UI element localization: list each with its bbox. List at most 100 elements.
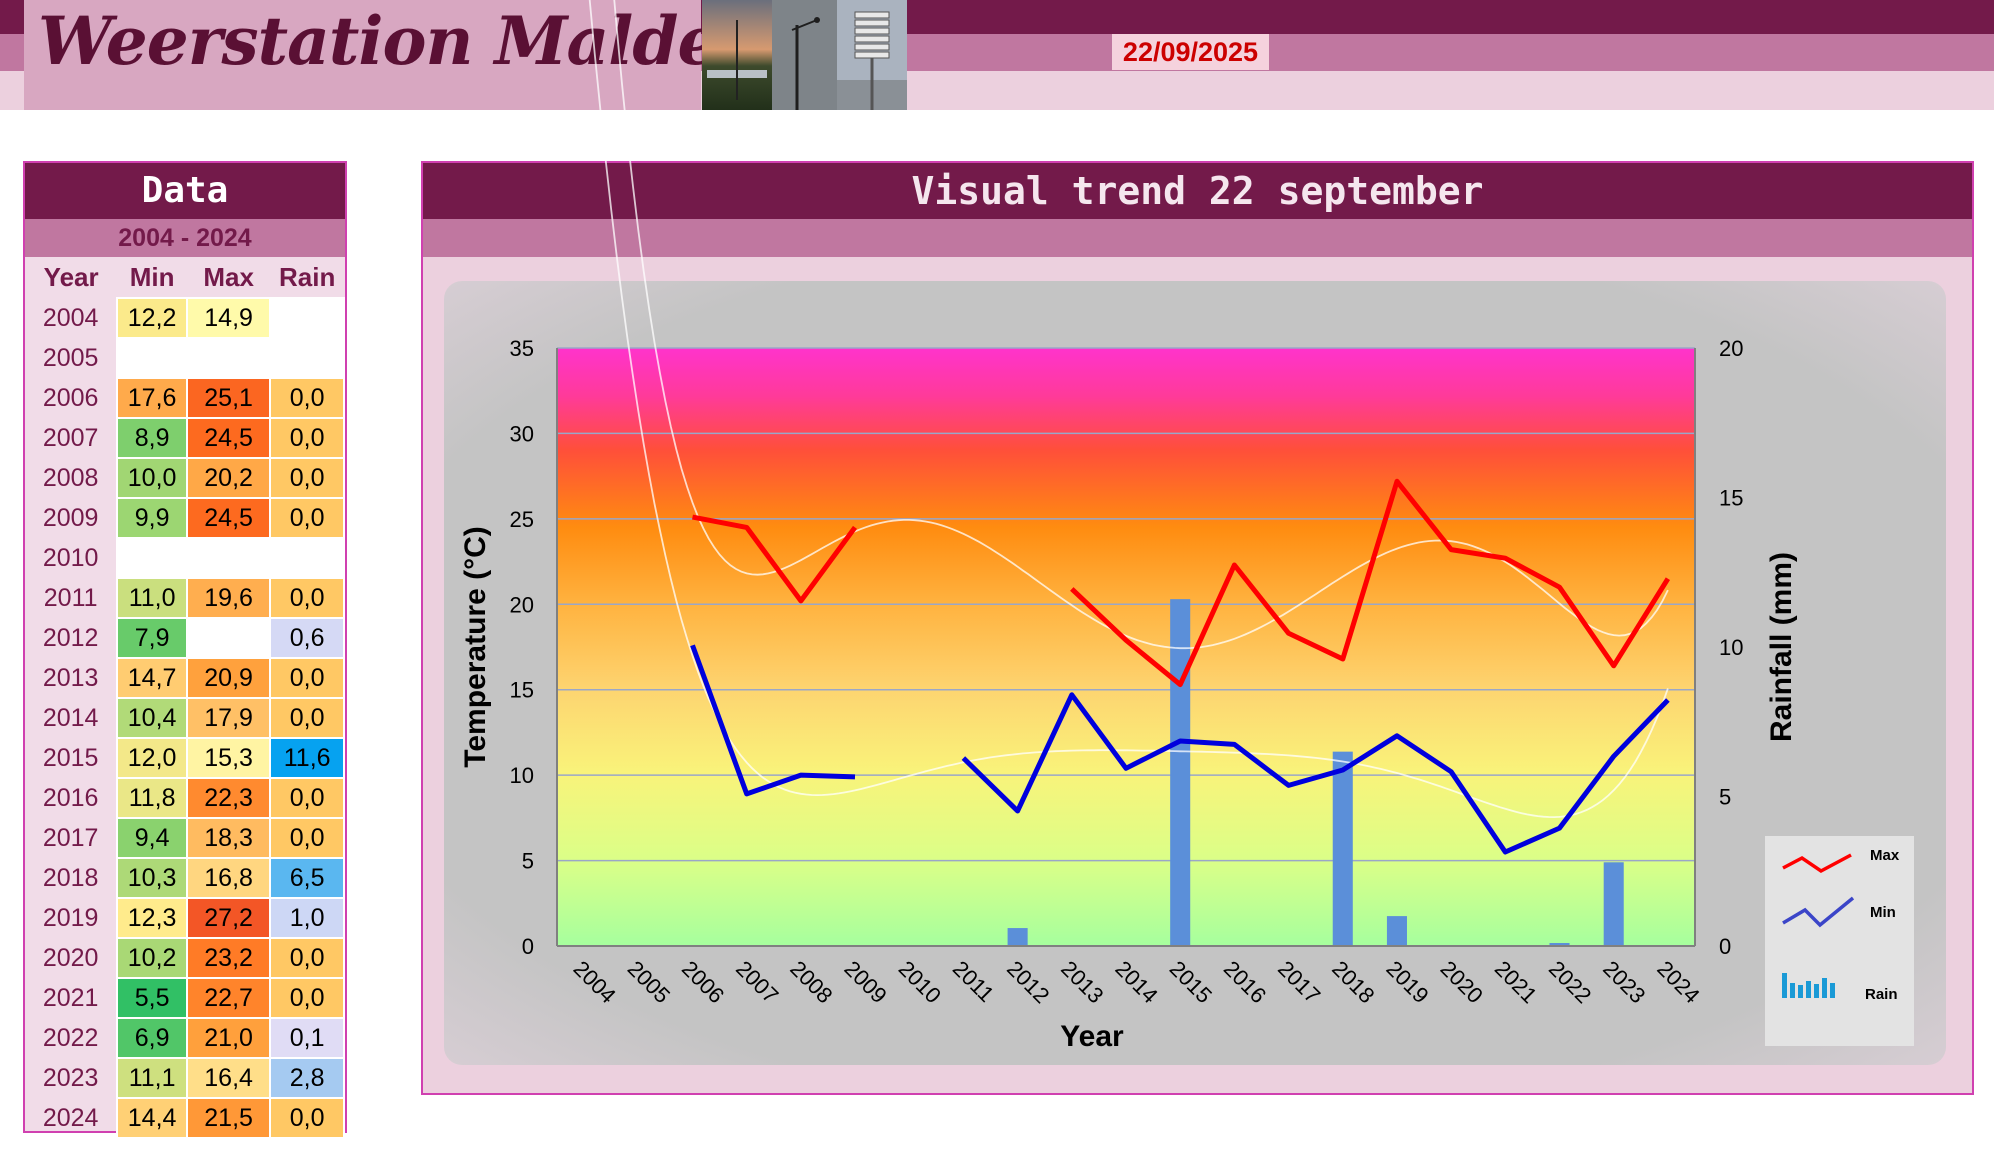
x-axis-title: Year — [1060, 1020, 1124, 1053]
table-cell-min: 9,9 — [116, 497, 188, 539]
column-header-min: Min — [129, 261, 175, 292]
column-header-year: Year — [43, 262, 99, 292]
table-row: 2012 7,9 0,6 — [25, 617, 345, 659]
table-cell-year: 2007 — [42, 423, 99, 452]
column-header-max: Max — [203, 261, 254, 292]
data-table-title: Data — [25, 163, 345, 219]
data-table-panel: Data 2004 - 2024 Year Min Max Rain 2004 1… — [23, 161, 347, 1139]
min-trendline — [588, 0, 1669, 819]
y-tick-label: 15 — [510, 678, 534, 703]
legend-rain-icon — [1822, 978, 1827, 998]
table-cell-min: 12,0 — [116, 737, 188, 779]
legend-min-icon — [1782, 896, 1855, 928]
y-tick-label: 0 — [522, 934, 534, 959]
table-cell-rain — [269, 297, 345, 339]
table-cell-min: 10,0 — [116, 457, 188, 499]
y-axis-title: Temperature (°C) — [459, 526, 492, 767]
y2-tick-label: 15 — [1719, 486, 1743, 511]
table-cell-min: 12,3 — [116, 897, 188, 939]
table-cell-max: 23,2 — [185, 937, 272, 979]
legend-rain-icon — [1782, 973, 1787, 998]
chart-title: Visual trend 22 september — [423, 163, 1972, 219]
table-cell-year: 2018 — [42, 863, 99, 892]
table-cell-max: 27,2 — [185, 897, 272, 939]
table-cell-min: 10,3 — [116, 857, 188, 899]
legend-max-label: Max — [1870, 847, 1900, 864]
table-cell-max — [185, 537, 272, 579]
table-cell-max: 14,9 — [185, 297, 272, 339]
table-cell-max: 21,0 — [185, 1017, 272, 1059]
legend-rain-icon — [1830, 983, 1835, 998]
station-photos — [702, 0, 907, 110]
table-cell-max — [185, 617, 272, 659]
table-cell-min: 11,0 — [116, 577, 188, 619]
title-box — [24, 0, 701, 110]
y2-tick-label: 10 — [1719, 635, 1743, 660]
legend-rain-icon — [1790, 983, 1795, 998]
table-cell-max: 16,8 — [185, 857, 272, 899]
min-line — [690, 644, 1670, 855]
table-cell-year: 2011 — [43, 583, 98, 612]
table-cell-min: 12,2 — [116, 297, 188, 339]
table-row: 2006 17,6 25,1 0,0 — [25, 377, 345, 419]
rain-bar — [1603, 862, 1624, 946]
table-row: 2020 10,2 23,2 0,0 — [25, 937, 345, 979]
table-cell-rain: 0,0 — [269, 497, 345, 539]
table-cell-year: 2016 — [42, 783, 99, 812]
rain-bar — [1007, 928, 1028, 946]
table-cell-rain: 0,0 — [269, 697, 345, 739]
table-cell-rain: 2,8 — [269, 1057, 345, 1099]
y-tick-label: 5 — [522, 849, 534, 874]
table-cell-max: 24,5 — [185, 417, 272, 459]
table-cell-year: 2015 — [42, 743, 99, 772]
table-cell-min: 14,7 — [116, 657, 188, 699]
table-cell-rain: 1,0 — [269, 897, 345, 939]
table-cell-min: 7,9 — [116, 617, 188, 659]
rain-bar — [1549, 943, 1570, 946]
legend-max-icon — [1782, 853, 1852, 874]
table-cell-max: 18,3 — [185, 817, 272, 859]
y2-axis-title: Rainfall (mm) — [1765, 552, 1798, 742]
table-row: 2005 — [25, 337, 345, 379]
table-cell-rain: 0,0 — [269, 577, 345, 619]
table-cell-year: 2021 — [42, 983, 99, 1012]
table-cell-year: 2024 — [42, 1103, 99, 1132]
table-cell-max: 20,2 — [185, 457, 272, 499]
table-row: 2004 12,2 14,9 — [25, 297, 345, 339]
table-cell-max: 17,9 — [185, 697, 272, 739]
table-cell-min: 5,5 — [116, 977, 188, 1019]
table-cell-year: 2009 — [42, 503, 99, 532]
table-header-row: Year Min Max Rain — [25, 257, 344, 298]
table-cell-rain: 0,0 — [269, 937, 345, 979]
table-cell-year: 2004 — [42, 303, 99, 332]
table-cell-rain: 0,1 — [269, 1017, 345, 1059]
table-cell-min: 6,9 — [116, 1017, 188, 1059]
max-trendline — [613, 0, 1669, 650]
table-cell-min: 17,6 — [116, 377, 188, 419]
legend-rain-icon — [1798, 985, 1803, 998]
table-cell-year: 2008 — [42, 463, 99, 492]
y2-tick-label: 0 — [1719, 934, 1731, 959]
table-cell-rain: 0,0 — [269, 1097, 345, 1139]
table-row: 2022 6,9 21,0 0,1 — [25, 1017, 345, 1059]
table-row: 2013 14,7 20,9 0,0 — [25, 657, 345, 699]
table-cell-year: 2013 — [42, 663, 99, 692]
table-row: 2007 8,9 24,5 0,0 — [25, 417, 345, 459]
table-cell-rain: 0,0 — [269, 777, 345, 819]
table-cell-max: 16,4 — [185, 1057, 272, 1099]
table-cell-rain: 0,0 — [269, 377, 345, 419]
table-row: 2016 11,8 22,3 0,0 — [25, 777, 345, 819]
legend-box — [1765, 836, 1914, 1046]
weather-station-photo-middle — [772, 0, 837, 110]
table-cell-rain: 0,0 — [269, 417, 345, 459]
table-cell-max: 22,3 — [185, 777, 272, 819]
table-row: 2008 10,0 20,2 0,0 — [25, 457, 345, 499]
legend-rain-icon — [1806, 981, 1811, 998]
table-cell-max — [185, 337, 272, 379]
table-cell-year: 2014 — [42, 703, 99, 732]
table-row: 2009 9,9 24,5 0,0 — [25, 497, 345, 539]
table-cell-year: 2019 — [42, 903, 99, 932]
table-cell-year: 2022 — [42, 1023, 99, 1052]
table-row: 2021 5,5 22,7 0,0 — [25, 977, 345, 1019]
table-cell-min: 9,4 — [116, 817, 188, 859]
